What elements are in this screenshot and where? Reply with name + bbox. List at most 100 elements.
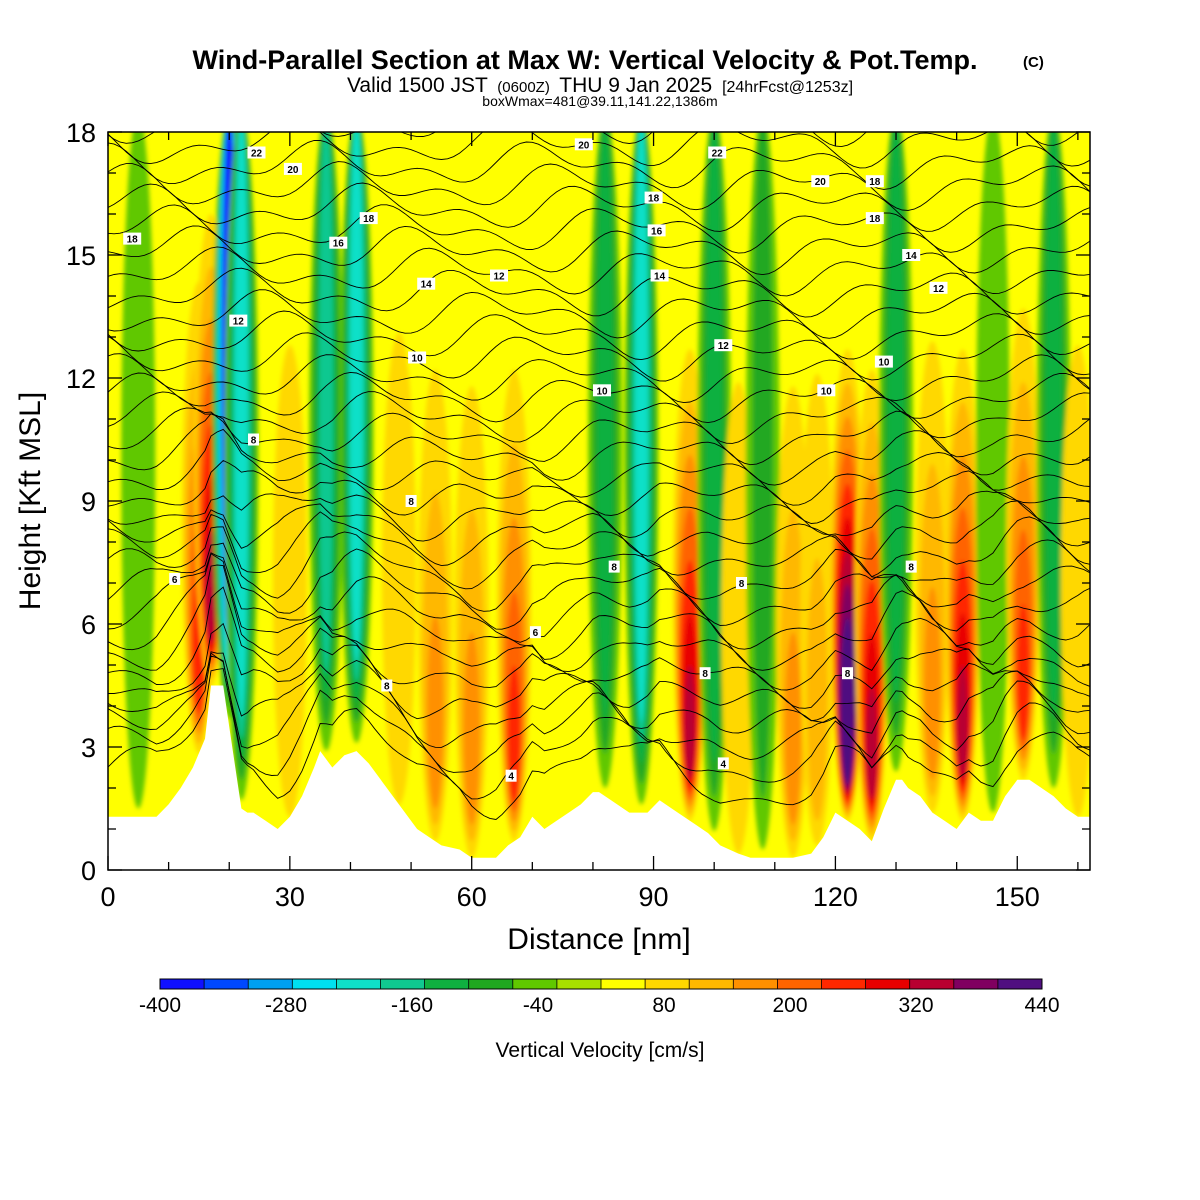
svg-text:22: 22 bbox=[712, 149, 724, 160]
svg-text:10: 10 bbox=[596, 386, 608, 397]
colorbar-tick-label: 200 bbox=[772, 994, 807, 1017]
contour-label: 14 bbox=[902, 249, 921, 262]
w-band bbox=[924, 587, 941, 780]
colorbar-tick-label: 440 bbox=[1024, 994, 1059, 1017]
colorbar-swatch bbox=[645, 979, 690, 989]
contour-label: 8 bbox=[736, 577, 747, 590]
contour-label: 10 bbox=[408, 351, 427, 365]
w-band bbox=[706, 132, 723, 763]
colorbar-swatch bbox=[953, 979, 999, 989]
contour-label: 4 bbox=[505, 769, 517, 783]
contour-label: 8 bbox=[699, 667, 711, 680]
svg-text:8: 8 bbox=[251, 436, 257, 447]
contour-label: 8 bbox=[381, 679, 393, 693]
colorbar-tick-label: 80 bbox=[652, 994, 675, 1017]
y-axis: 0 3 6 9 12 15 18 bbox=[66, 118, 1090, 886]
svg-text:10: 10 bbox=[821, 386, 833, 397]
x-axis: 0 30 60 90 120 150 bbox=[100, 132, 1079, 912]
w-band bbox=[235, 132, 248, 719]
x-tick-label: 120 bbox=[813, 882, 858, 912]
y-tick-label: 0 bbox=[81, 856, 96, 886]
box-wmax-info: boxWmax=481@39.11,141.22,1386m bbox=[482, 93, 717, 109]
w-band bbox=[272, 345, 307, 817]
colorbar-swatch bbox=[777, 979, 822, 989]
contour-label: 20 bbox=[811, 175, 830, 188]
contour-label: 6 bbox=[169, 572, 181, 586]
svg-text:8: 8 bbox=[408, 497, 414, 508]
w-band bbox=[752, 132, 773, 799]
theta-contour-line bbox=[108, 655, 1090, 800]
colorbar: -400 -280 -160 -40 80 200 320 440 bbox=[139, 978, 1060, 1017]
svg-text:12: 12 bbox=[233, 317, 245, 328]
valid-prefix: Valid 1500 JST bbox=[347, 74, 488, 97]
colorbar-swatch bbox=[424, 979, 470, 989]
svg-text:8: 8 bbox=[739, 579, 745, 590]
colorbar-tick-label: -400 bbox=[139, 994, 181, 1017]
colorbar-swatch bbox=[468, 979, 514, 989]
theta-contour-line bbox=[108, 204, 1090, 254]
w-band bbox=[597, 132, 614, 720]
y-tick-label: 9 bbox=[81, 487, 96, 517]
contour-label: 22 bbox=[708, 146, 727, 160]
valid-utc: (0600Z) bbox=[497, 79, 550, 96]
theta-contour-line bbox=[108, 622, 1090, 722]
theta-contour-line bbox=[108, 132, 1090, 169]
x-tick-label: 150 bbox=[995, 882, 1040, 912]
colorbar-tick-label: -160 bbox=[391, 994, 433, 1017]
contour-label: 8 bbox=[608, 560, 620, 574]
contour-label: 12 bbox=[229, 314, 248, 328]
colorbar-swatch bbox=[292, 979, 337, 989]
contour-label: 18 bbox=[865, 175, 884, 188]
theta-contour-line bbox=[108, 542, 1090, 630]
terrain-mask bbox=[108, 685, 1090, 870]
w-band bbox=[463, 632, 480, 825]
contour-label: 18 bbox=[359, 212, 378, 225]
contour-label: 20 bbox=[574, 138, 593, 151]
colorbar-swatch bbox=[336, 979, 381, 989]
contour-label: 8 bbox=[248, 433, 259, 447]
colorbar-swatch bbox=[865, 979, 911, 989]
contour-label: 12 bbox=[490, 269, 508, 283]
contour-label: 22 bbox=[247, 146, 266, 160]
theta-contour-line bbox=[108, 407, 1090, 466]
svg-text:20: 20 bbox=[578, 140, 590, 151]
contour-label: 16 bbox=[647, 224, 666, 237]
svg-text:22: 22 bbox=[251, 149, 263, 160]
colorbar-swatch bbox=[380, 979, 426, 989]
theta-contours bbox=[108, 132, 1090, 820]
svg-text:6: 6 bbox=[172, 575, 178, 586]
svg-text:18: 18 bbox=[648, 194, 660, 205]
svg-text:18: 18 bbox=[869, 177, 881, 188]
colorbar-swatch bbox=[248, 979, 293, 989]
theta-contour-line bbox=[108, 332, 1090, 382]
contour-label: 14 bbox=[417, 277, 436, 291]
contour-label: 20 bbox=[283, 162, 302, 176]
colorbar-swatch bbox=[556, 979, 602, 989]
contour-label: 12 bbox=[714, 339, 733, 352]
x-tick-label: 30 bbox=[275, 882, 305, 912]
colorbar-tick-label: -280 bbox=[265, 994, 307, 1017]
svg-text:12: 12 bbox=[718, 341, 730, 352]
theta-contour-line bbox=[108, 511, 1090, 590]
contour-labels: 18 22 20 18 16 12 14 12 10 8 8 6 8 6 4 20 22 18 16 14 12 10 8 8… bbox=[123, 138, 948, 783]
colorbar-tick-label: -40 bbox=[523, 994, 553, 1017]
forecast-info: [24hrFcst@1253z] bbox=[722, 79, 853, 96]
theta-contour-line bbox=[108, 428, 1090, 506]
y-tick-label: 3 bbox=[81, 733, 96, 763]
valid-date: THU 9 Jan 2025 bbox=[559, 74, 712, 97]
w-band bbox=[842, 684, 853, 777]
svg-text:10: 10 bbox=[412, 354, 424, 365]
w-band bbox=[1060, 345, 1090, 817]
svg-text:14: 14 bbox=[906, 251, 918, 262]
colorbar-swatch bbox=[160, 979, 205, 989]
svg-text:4: 4 bbox=[721, 759, 727, 770]
contour-label: 12 bbox=[929, 281, 948, 295]
w-band bbox=[784, 632, 802, 825]
colorbar-swatch bbox=[997, 979, 1043, 989]
svg-text:8: 8 bbox=[384, 682, 390, 693]
contour-label: 6 bbox=[529, 626, 541, 639]
contour-label: 10 bbox=[817, 384, 836, 397]
contour-label: 14 bbox=[650, 269, 669, 283]
theta-contour-line bbox=[108, 651, 1090, 748]
